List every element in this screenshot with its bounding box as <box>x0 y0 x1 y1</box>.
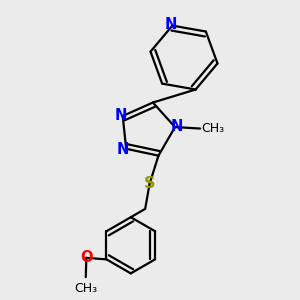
Text: N: N <box>114 108 127 123</box>
Text: CH₃: CH₃ <box>74 282 97 296</box>
Text: N: N <box>165 16 177 32</box>
Text: S: S <box>144 176 155 191</box>
Text: N: N <box>117 142 129 157</box>
Text: O: O <box>80 250 93 266</box>
Text: N: N <box>171 119 183 134</box>
Text: CH₃: CH₃ <box>202 122 225 135</box>
